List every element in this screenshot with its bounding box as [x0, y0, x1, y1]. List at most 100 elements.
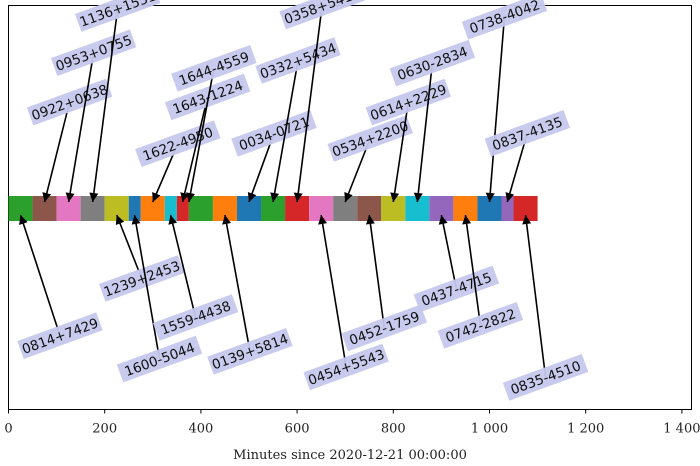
annotation-arrowhead	[462, 215, 472, 225]
annotation-text: 1136+1551	[78, 0, 159, 31]
annotation-box	[26, 78, 113, 126]
annotation-arrowhead	[505, 192, 515, 202]
annotation-label: 0139+5814	[207, 328, 293, 375]
x-axis: 0 200 400 600 800 1 000 1 200 1 400	[4, 409, 700, 437]
annotation-text: 0630-2834	[395, 44, 470, 84]
segments-group	[8, 196, 538, 221]
annotation-label: 1136+1551	[74, 0, 161, 32]
annotation-arrowhead	[186, 192, 195, 202]
annotation-arrowhead	[270, 192, 280, 202]
annotation-box	[231, 110, 317, 157]
timeline-segment	[164, 196, 177, 221]
x-tick-label: 1 400	[663, 422, 700, 437]
annotation-arrowhead	[222, 215, 231, 225]
annotation-arrow	[524, 214, 547, 378]
annotation-box	[171, 45, 257, 92]
annotation-arrow	[43, 101, 71, 203]
annotation-label: 0332+5434	[255, 37, 341, 84]
annotation-box	[389, 39, 476, 87]
annotation-arrow	[320, 214, 347, 368]
annotation-arrow	[181, 96, 209, 203]
annotation-box	[17, 312, 103, 359]
annotation-arrowhead	[247, 192, 257, 202]
annotation-text: 0742-2822	[443, 306, 518, 346]
annotation-label: 1622-4950	[135, 120, 221, 167]
timeline-segment	[128, 196, 141, 221]
annotation-arrowhead	[344, 191, 353, 202]
annotation-arrow	[19, 214, 61, 336]
annotation-box	[413, 265, 500, 313]
annotation-label: 1600-5044	[116, 335, 203, 383]
annotation-arrow	[440, 214, 458, 290]
annotation: 1600-5044	[116, 214, 203, 383]
annotation-label: 0953+0755	[50, 29, 137, 76]
annotation-label: 0742-2822	[437, 302, 524, 349]
annotation-box	[461, 0, 548, 40]
annotation-label: 0630-2834	[389, 39, 476, 87]
annotation-label: 0437-4715	[413, 265, 500, 313]
annotation-box	[502, 354, 589, 401]
annotation-arrow	[392, 101, 410, 203]
annotation-text: 0452-1759	[347, 309, 422, 349]
annotation-arrowhead	[413, 192, 423, 202]
annotation-text: 0034-0721	[237, 114, 312, 154]
annotation: 0814+7429	[17, 214, 103, 359]
annotation-arrow	[133, 214, 161, 360]
annotation-label: 0454+5543	[303, 343, 389, 391]
annotation-label: 0837-4135	[484, 110, 570, 157]
annotation-arrow	[67, 52, 95, 203]
annotation-box	[303, 343, 389, 391]
annotation-text: 0835-4510	[509, 358, 584, 398]
annotation-box	[207, 328, 293, 375]
annotation-arrow	[296, 5, 323, 203]
annotation-arrowhead	[19, 215, 28, 225]
annotation-arrow	[224, 214, 251, 352]
annotation-arrowhead	[42, 192, 52, 202]
x-tick-label: 800	[381, 422, 406, 437]
annotation: 0437-4715	[413, 214, 500, 313]
annotation-arrow	[464, 214, 482, 326]
annotation-arrowhead	[152, 191, 161, 202]
annotation-arrowhead	[390, 192, 400, 202]
annotation-box	[74, 0, 161, 32]
annotation-text: 1622-4950	[141, 125, 216, 165]
annotation: 0738-4042	[461, 0, 548, 203]
annotation-arrowhead	[438, 215, 448, 225]
timeline-segment	[501, 196, 514, 221]
annotation-label: 1559-4438	[152, 294, 239, 341]
annotation-box	[99, 255, 185, 302]
annotation-arrowhead	[115, 215, 125, 226]
annotation-arrow	[416, 63, 434, 203]
annotation-box	[164, 73, 251, 121]
annotation: 0034-0721	[231, 110, 317, 203]
annotation-arrow	[506, 133, 529, 203]
annotation: 0454+5543	[303, 214, 389, 391]
annotation-box	[484, 110, 570, 157]
annotation-label: 0452-1759	[341, 304, 427, 352]
annotation-box	[327, 115, 413, 162]
annotation-arrowhead	[168, 215, 178, 225]
annotation-box	[279, 0, 365, 30]
annotation: 0452-1759	[341, 214, 427, 352]
annotation-label: 1239+2453	[99, 255, 185, 302]
annotation-arrow	[368, 214, 386, 329]
annotation: 0139+5814	[207, 214, 293, 375]
annotation-label: 0614+2229	[365, 78, 452, 126]
annotation-text: 0837-4135	[490, 114, 565, 154]
annotation-box	[50, 29, 137, 76]
annotation-arrowhead	[522, 215, 532, 225]
annotation-arrow	[115, 214, 143, 279]
annotation-arrowhead	[293, 192, 303, 202]
x-axis-label: Minutes since 2020-12-21 00:00:00	[233, 448, 467, 463]
annotation: 0837-4135	[484, 110, 570, 203]
annotation-arrow	[272, 60, 299, 203]
annotation-box	[116, 335, 203, 383]
annotation-text: 1600-5044	[123, 340, 198, 380]
annotation-arrowhead	[365, 215, 375, 225]
x-tick-label: 1 200	[567, 422, 604, 437]
x-tick-label: 600	[285, 422, 310, 437]
annotation-arrow	[169, 214, 197, 318]
annotation-arrowhead	[131, 215, 141, 225]
annotation-box	[437, 302, 524, 349]
